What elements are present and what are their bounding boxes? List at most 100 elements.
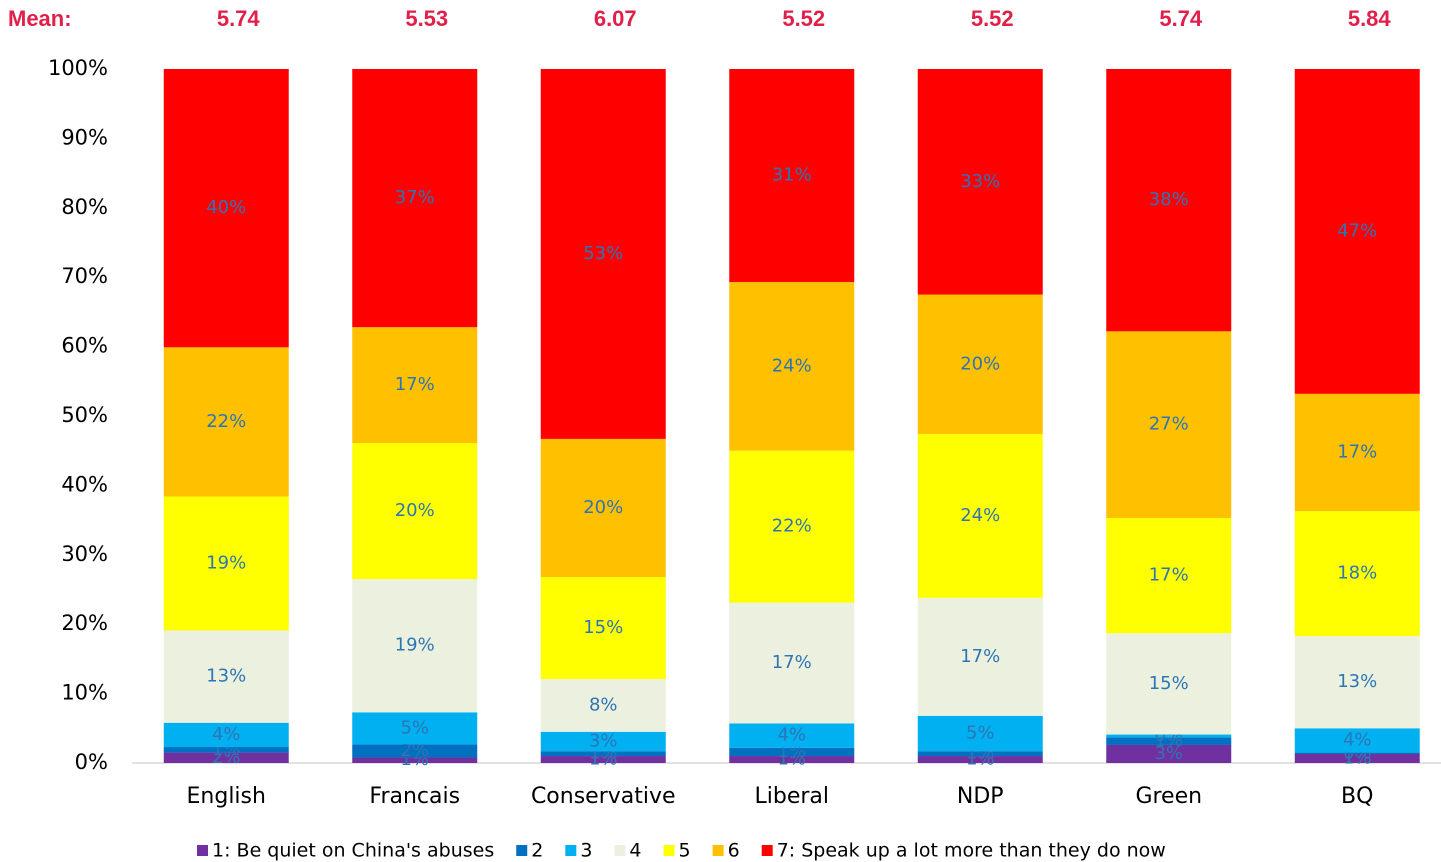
y-tick-label: 100% [48,56,108,80]
data-label: 22% [772,516,812,537]
bar-segment [163,747,289,753]
bar-segment [1294,753,1420,763]
bar-segment [917,597,1043,716]
bar-segment [163,722,289,748]
legend-label: 1: Be quiet on China's abuses [212,840,494,862]
data-label: 31% [772,165,812,186]
y-tick-label: 0% [75,750,108,774]
data-label: 17% [1337,441,1377,462]
y-tick-label: 30% [61,542,108,566]
bar-segment [917,434,1043,598]
data-label: 13% [206,666,246,687]
x-tick-label: English [187,784,266,809]
data-label: 24% [960,505,1000,526]
bar-segment [1294,728,1420,753]
data-label: 17% [395,374,435,395]
data-label: 47% [1337,220,1377,241]
data-label: 15% [1149,673,1189,694]
data-label: 4% [777,725,806,746]
data-label: 17% [1149,565,1189,586]
y-tick-label: 10% [61,681,108,705]
bar-segment [917,294,1043,435]
legend-label: 4 [629,840,641,862]
legend-label: 6 [728,840,740,862]
bar-segment [352,327,478,444]
bar-segment [540,731,666,752]
x-tick-label: Francais [369,784,460,809]
bar-segment [540,438,666,578]
bar-segment [540,69,666,439]
data-label: 2% [400,740,429,761]
data-label: 4% [212,724,241,745]
data-label: 5% [966,723,995,744]
mean-value: 5.52 [782,6,825,31]
data-label: 17% [960,646,1000,667]
data-label: 38% [1149,189,1189,210]
bar-segment [1106,737,1232,745]
mean-value: 5.53 [405,6,448,31]
bar-segment [1106,633,1232,735]
bar-segment [1294,635,1420,729]
mean-value: 6.07 [594,6,637,31]
y-tick-label: 50% [61,403,108,427]
bar-segment [352,744,478,758]
bar-segment [163,630,289,723]
legend-swatch [614,845,626,856]
legend-swatch [516,845,528,856]
x-tick-label: Liberal [754,784,829,809]
y-tick-label: 70% [61,264,108,288]
x-tick-label: BQ [1341,784,1373,809]
data-label: 20% [395,500,435,521]
bar-segment [163,752,289,763]
bar-segment [540,751,666,757]
data-label: 3% [1154,743,1183,764]
bar-segment [729,756,855,763]
bar-segment [540,577,666,680]
bar-segment [917,756,1043,763]
data-label: 15% [583,617,623,638]
bar-segment [1294,69,1420,394]
bar-segment [729,723,855,748]
data-label: 3% [589,730,618,751]
mean-label: Mean: [8,6,72,31]
bar-segment [1106,331,1232,519]
bar-segment [729,69,855,283]
data-label: 17% [772,652,812,673]
bar-segment [917,715,1043,752]
data-label: 37% [395,187,435,208]
data-label: 40% [206,197,246,218]
legend-label: 3 [580,840,592,862]
x-tick-label: NDP [957,784,1004,809]
data-label: 22% [206,411,246,432]
data-label: 13% [1337,671,1377,692]
x-tick-label: Conservative [531,784,676,809]
bar-segment [1106,734,1232,738]
mean-value: 5.74 [217,6,261,31]
data-label: 27% [1149,414,1189,435]
bar-segment [352,443,478,580]
legend-swatch [197,845,208,856]
bar-segment [1106,518,1232,634]
y-tick-label: 80% [61,195,108,219]
y-tick-label: 90% [61,125,108,149]
bar-segment [1294,511,1420,636]
bar-segment [729,602,855,724]
legend-swatch [712,845,724,856]
data-label: 33% [960,171,1000,192]
data-label: 5% [400,717,429,738]
y-tick-label: 40% [61,472,108,496]
y-tick-label: 60% [61,334,108,358]
legend-label: 7: Speak up a lot more than they do now [777,840,1166,862]
bar-segment [352,757,478,763]
bar-segment [917,69,1043,295]
legend-label: 5 [679,840,691,862]
data-label: 18% [1337,563,1377,584]
bar-segment [352,69,478,328]
bar-segment [729,282,855,451]
bar-segment [1106,69,1232,332]
data-label: 19% [206,552,246,573]
data-label: 20% [960,353,1000,374]
data-label: 20% [583,497,623,518]
bar-segment [1294,393,1420,512]
bar-segment [729,747,855,757]
